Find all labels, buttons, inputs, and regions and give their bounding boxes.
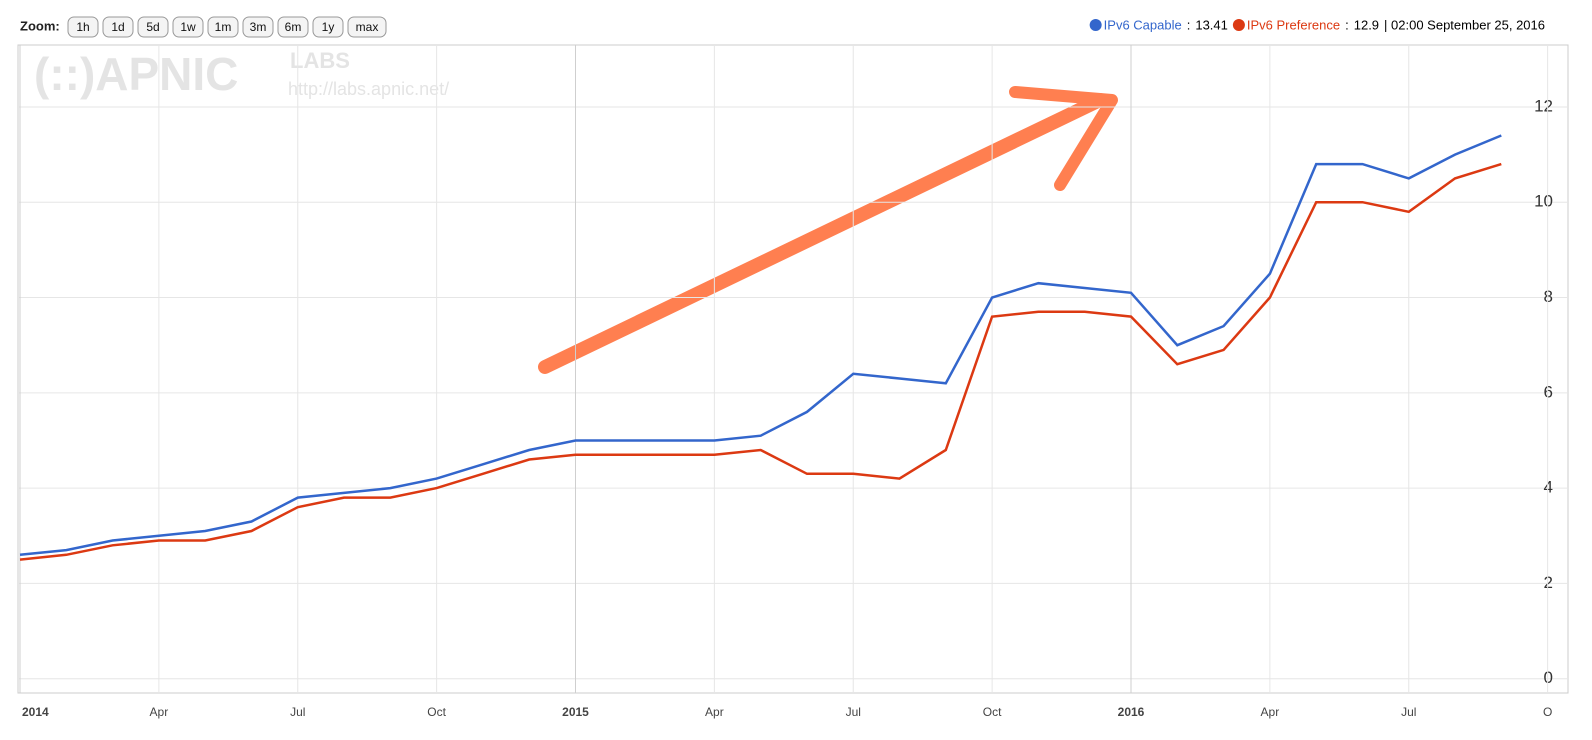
x-tick-label: Apr [1261, 705, 1280, 719]
y-tick-label: 2 [1544, 573, 1553, 592]
zoom-button-box [137, 16, 169, 38]
zoom-button-label: 1w [180, 20, 196, 34]
legend-separator: : [1187, 17, 1191, 32]
zoom-button-box [312, 16, 344, 38]
zoom-button[interactable]: 3m [242, 16, 274, 38]
x-tick-label: Jul [1401, 705, 1416, 719]
legend-marker [1232, 19, 1245, 31]
series-line [19, 162, 1502, 561]
watermark-logo: (::)APNIC [34, 48, 238, 100]
y-tick-label: 6 [1544, 382, 1553, 401]
legend-text: IPv6 Preference [1247, 17, 1340, 32]
zoom-button[interactable]: 1h [67, 16, 99, 38]
y-tick-label: 10 [1534, 192, 1553, 211]
zoom-button-box [242, 16, 274, 38]
zoom-button-box [102, 16, 134, 38]
legend: IPv6 Capable : 13.41 IPv6 Preference : 12… [1089, 17, 1545, 32]
zoom-button-label: 5d [146, 20, 159, 34]
zoom-button-label: 1d [111, 20, 124, 34]
y-tick-label: 12 [1534, 96, 1553, 115]
y-tick-label: 0 [1544, 668, 1553, 687]
zoom-button[interactable]: 1d [102, 16, 134, 38]
x-tick-label: Oct [983, 705, 1002, 719]
legend-text: | 02:00 September 25, 2016 [1384, 17, 1545, 32]
x-tick-label: Apr [705, 705, 724, 719]
zoom-button-label: 6m [285, 20, 302, 34]
zoom-button-label: 1m [215, 20, 232, 34]
legend-text: IPv6 Capable [1104, 17, 1182, 32]
zoom-button-box [207, 16, 239, 38]
x-tick-label: O [1543, 705, 1552, 719]
annotation-arrow [538, 86, 1118, 374]
zoom-button-box [277, 16, 309, 38]
legend-marker [1089, 19, 1102, 31]
legend-text: 12.9 [1354, 17, 1379, 32]
zoom-button[interactable]: 1w [172, 16, 204, 38]
zoom-button[interactable]: 5d [137, 16, 169, 38]
zoom-button-label: 3m [250, 20, 267, 34]
zoom-button[interactable]: max [347, 16, 387, 38]
watermark-labs: LABS [290, 48, 350, 73]
zoom-button-label: 1h [76, 20, 89, 34]
zoom-button[interactable]: 1m [207, 16, 239, 38]
zoom-button-box [347, 16, 387, 38]
zoom-button-label: max [356, 20, 379, 34]
y-tick-label: 4 [1544, 478, 1553, 497]
legend-separator: : [1345, 17, 1349, 32]
chart-layer: 0 2 4 6 8 10 12 2014 Apr Jul Oct 2015 Apr Jul Oct 2016 A… [18, 45, 1568, 719]
x-tick-label: 2015 [562, 705, 589, 719]
x-tick-label: 2014 [22, 705, 49, 719]
x-tick-label: Apr [150, 705, 169, 719]
zoom-label: Zoom: [20, 18, 60, 33]
plot-frame [17, 44, 1569, 694]
zoom-button[interactable]: 6m [277, 16, 309, 38]
x-tick-label: Jul [290, 705, 305, 719]
x-tick-label: Jul [846, 705, 861, 719]
series-line [19, 134, 1502, 557]
zoom-button-box [172, 16, 204, 38]
y-tick-label: 8 [1544, 287, 1553, 306]
zoom-button-label: 1y [322, 20, 335, 34]
x-tick-label: 2016 [1118, 705, 1145, 719]
zoom-button-box [67, 16, 99, 38]
zoom-button[interactable]: 1y [312, 16, 344, 38]
legend-text: 13.41 [1195, 17, 1228, 32]
watermark-url: http://labs.apnic.net/ [288, 79, 449, 99]
x-tick-label: Oct [427, 705, 446, 719]
